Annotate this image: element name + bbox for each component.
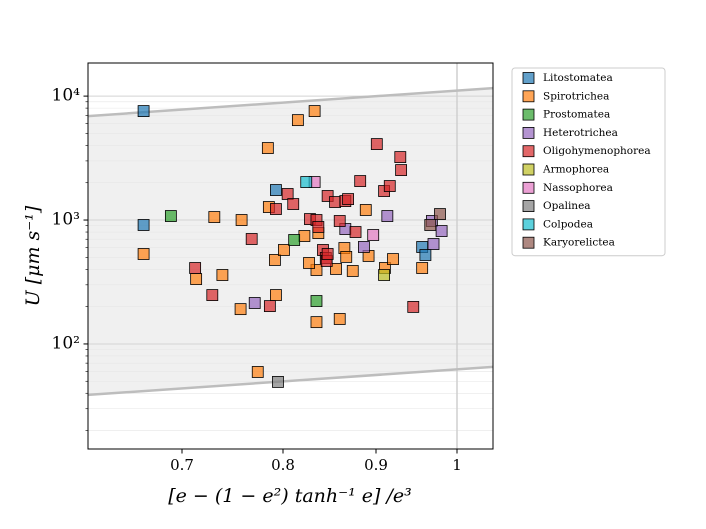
marker — [291, 114, 304, 127]
marker — [261, 142, 274, 154]
legend-label: Litostomatea — [543, 72, 613, 84]
marker — [333, 215, 346, 227]
marker — [427, 238, 440, 250]
y-tick-label: 10⁴ — [52, 86, 81, 106]
marker — [235, 214, 248, 226]
marker — [435, 225, 448, 237]
legend-label: Armophorea — [542, 164, 609, 176]
marker — [281, 188, 294, 200]
x-tick-label: 1 — [452, 456, 462, 474]
marker — [310, 264, 323, 276]
marker — [434, 208, 446, 220]
marker — [310, 295, 323, 307]
legend-marker — [522, 181, 535, 194]
x-tick-label: 0.9 — [364, 456, 388, 474]
marker — [340, 251, 353, 263]
x-tick-label: 0.8 — [271, 456, 295, 474]
marker — [329, 196, 341, 208]
legend-marker — [522, 145, 535, 158]
legend-marker — [522, 200, 535, 213]
legend-marker — [522, 236, 535, 249]
legend-marker — [522, 108, 535, 121]
marker — [310, 316, 323, 329]
marker — [354, 175, 367, 187]
marker — [370, 138, 383, 150]
marker — [381, 210, 394, 222]
marker — [234, 303, 247, 316]
marker — [349, 226, 362, 238]
marker — [395, 164, 408, 176]
marker — [333, 313, 346, 325]
legend-label: Heterotrichea — [543, 127, 618, 139]
marker — [312, 221, 325, 233]
legend-label: Colpodea — [543, 218, 593, 230]
x-tick-label: 0.7 — [170, 456, 194, 474]
marker — [190, 273, 203, 285]
marker — [321, 190, 334, 202]
marker — [424, 219, 437, 231]
marker — [300, 176, 313, 188]
marker — [272, 376, 284, 388]
legend-label: Spirotrichea — [543, 90, 609, 102]
marker — [287, 198, 300, 210]
legend-label: Opalinea — [543, 200, 591, 212]
marker — [270, 203, 282, 215]
marker — [359, 204, 372, 216]
marker — [419, 249, 432, 261]
legend-label: Nassophorea — [543, 182, 613, 194]
legend-marker — [522, 218, 535, 231]
marker — [358, 241, 370, 253]
marker — [321, 248, 334, 260]
marker — [367, 229, 380, 241]
marker — [206, 289, 219, 301]
marker — [270, 184, 282, 196]
legend-label: Oligohymenophorea — [543, 145, 651, 157]
marker — [189, 262, 202, 274]
legend-marker — [522, 127, 535, 139]
marker — [342, 193, 355, 205]
marker — [288, 234, 301, 246]
marker — [270, 289, 282, 301]
x-axis-label: [e − (1 − e²) tanh⁻¹ e] /e³ — [168, 485, 412, 507]
legend-box — [511, 67, 666, 257]
marker — [164, 210, 177, 222]
marker — [308, 105, 321, 117]
y-axis-label: U [μm s⁻¹] — [22, 205, 44, 306]
lower-bound — [87, 365, 494, 397]
marker — [394, 151, 407, 163]
marker — [137, 219, 150, 231]
marker — [378, 269, 391, 281]
marker — [137, 248, 150, 260]
y-tick-label: 10² — [52, 333, 80, 353]
marker — [383, 180, 396, 192]
plot-frame — [87, 62, 494, 450]
marker — [278, 244, 290, 256]
marker — [269, 254, 281, 266]
legend-marker — [522, 90, 535, 103]
marker — [303, 257, 315, 269]
marker — [330, 263, 342, 275]
marker — [245, 233, 258, 245]
marker — [387, 253, 399, 265]
marker — [251, 366, 264, 378]
marker — [407, 301, 420, 313]
y-tick-label: 10³ — [52, 210, 80, 230]
legend-label: Prostomatea — [543, 109, 610, 121]
marker — [416, 262, 429, 274]
marker — [208, 211, 221, 223]
legend-label: Karyorelictea — [543, 237, 615, 249]
marker — [346, 265, 359, 277]
marker — [137, 105, 150, 117]
marker — [298, 230, 311, 242]
marker — [248, 297, 261, 309]
legend-marker — [522, 163, 535, 176]
legend-marker — [522, 72, 535, 84]
marker — [216, 269, 229, 281]
marker — [263, 300, 276, 313]
upper-bound — [87, 86, 494, 118]
